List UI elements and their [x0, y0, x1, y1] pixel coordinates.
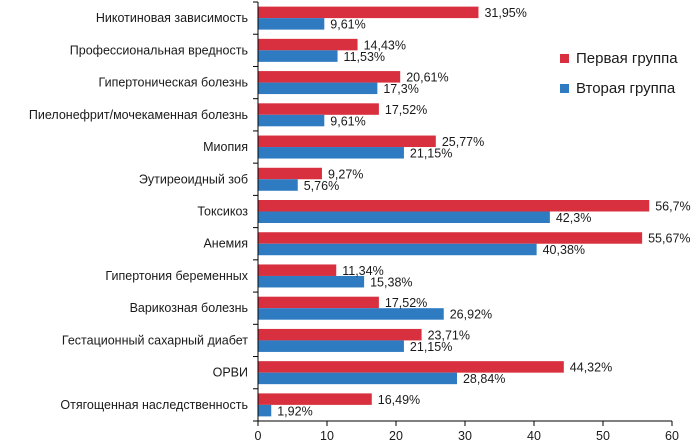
value-label: 40,38%: [543, 243, 585, 257]
bar-series-1: [258, 135, 436, 148]
category-label: Гипертония беременных: [105, 269, 248, 283]
category-label: Отягощенная наследственность: [60, 398, 248, 412]
value-label: 23,71%: [428, 328, 470, 342]
value-label: 42,3%: [556, 211, 591, 225]
bar-series-1: [258, 264, 337, 276]
category-label: Миопия: [203, 140, 248, 154]
x-tick-label: 10: [320, 429, 334, 443]
bar-series-1: [258, 232, 643, 244]
bar-series-1: [258, 393, 372, 405]
value-label: 1,92%: [277, 404, 312, 418]
category-label: Гипертоническая болезнь: [99, 76, 248, 90]
value-label: 17,3%: [383, 82, 418, 96]
legend-swatch-1: [560, 54, 569, 63]
bar-series-2: [258, 50, 338, 62]
bar-series-2: [258, 82, 378, 95]
axes-layer: 0 10 20 30 40 50 60: [253, 1, 679, 443]
value-label: 16,49%: [378, 393, 420, 407]
value-label: 56,7%: [655, 200, 690, 214]
bar-series-1: [258, 200, 650, 212]
bar-series-2: [258, 211, 550, 223]
bar-series-2: [258, 372, 457, 385]
bar-series-2: [258, 275, 365, 288]
bar-series-2: [258, 179, 298, 191]
value-label: 14,43%: [364, 38, 406, 52]
bar-series-2: [258, 340, 404, 352]
value-label: 55,67%: [648, 232, 690, 246]
x-tick-label: 20: [389, 429, 403, 443]
value-label: 21,15%: [410, 340, 452, 354]
value-label: 5,76%: [304, 179, 339, 193]
x-tick-label: 50: [596, 429, 610, 443]
value-label: 26,92%: [450, 308, 492, 322]
category-label: Эутиреоидный зоб: [139, 172, 248, 186]
legend: Первая группа Вторая группа: [560, 50, 678, 97]
value-label: 17,52%: [385, 103, 427, 117]
category-label: Пиелонефрит/мочекаменная болезнь: [29, 108, 248, 122]
value-label: 20,61%: [406, 71, 448, 85]
value-label: 25,77%: [442, 135, 484, 149]
x-tick-label: 30: [458, 429, 472, 443]
bar-series-2: [258, 308, 444, 320]
bar-series-2: [258, 114, 325, 127]
bar-series-1: [258, 38, 358, 51]
category-labels-layer: Никотиновая зависимость Профессиональная …: [29, 11, 249, 412]
bar-series-1: [258, 167, 322, 180]
value-label: 21,15%: [410, 147, 452, 161]
x-tick-label: 60: [665, 429, 679, 443]
bar-series-1: [258, 103, 379, 115]
value-label: 9,61%: [330, 114, 365, 128]
bar-series-2: [258, 18, 325, 30]
bar-series-1: [258, 361, 564, 373]
bar-series-2: [258, 243, 537, 256]
legend-label-1: Первая группа: [576, 50, 678, 67]
value-label: 28,84%: [463, 372, 505, 386]
category-label: Гестационный сахарный диабет: [62, 333, 248, 347]
category-label: Токсикоз: [197, 205, 248, 219]
value-label: 11,53%: [344, 50, 385, 64]
bar-series-1: [258, 6, 479, 19]
bar-series-1: [258, 328, 422, 341]
legend-label-2: Вторая группа: [576, 80, 676, 97]
value-labels-layer: 31,95% 9,61% 14,43%11,53% 20,61%17,3% 17,52%…: [277, 6, 690, 418]
value-label: 31,95%: [484, 6, 526, 20]
x-tick-label: 40: [527, 429, 541, 443]
value-label: 9,27%: [328, 167, 363, 181]
category-label: Варикозная болезнь: [130, 301, 248, 315]
category-label: Профессиональная вредность: [70, 43, 248, 57]
category-label: ОРВИ: [213, 366, 248, 380]
value-label: 44,32%: [570, 361, 612, 375]
bar-series-1: [258, 296, 379, 309]
category-label: Анемия: [203, 237, 248, 251]
bar-series-1: [258, 71, 401, 83]
bar-series-2: [258, 147, 404, 159]
value-label: 17,52%: [385, 296, 427, 310]
value-label: 11,34%: [342, 264, 383, 278]
value-label: 9,61%: [330, 18, 365, 32]
value-label: 15,38%: [370, 275, 412, 289]
x-tick-label: 0: [255, 429, 262, 443]
legend-swatch-2: [560, 84, 569, 93]
category-label: Никотиновая зависимость: [96, 11, 248, 25]
bar-series-2: [258, 404, 272, 417]
bars-layer: [258, 6, 650, 417]
